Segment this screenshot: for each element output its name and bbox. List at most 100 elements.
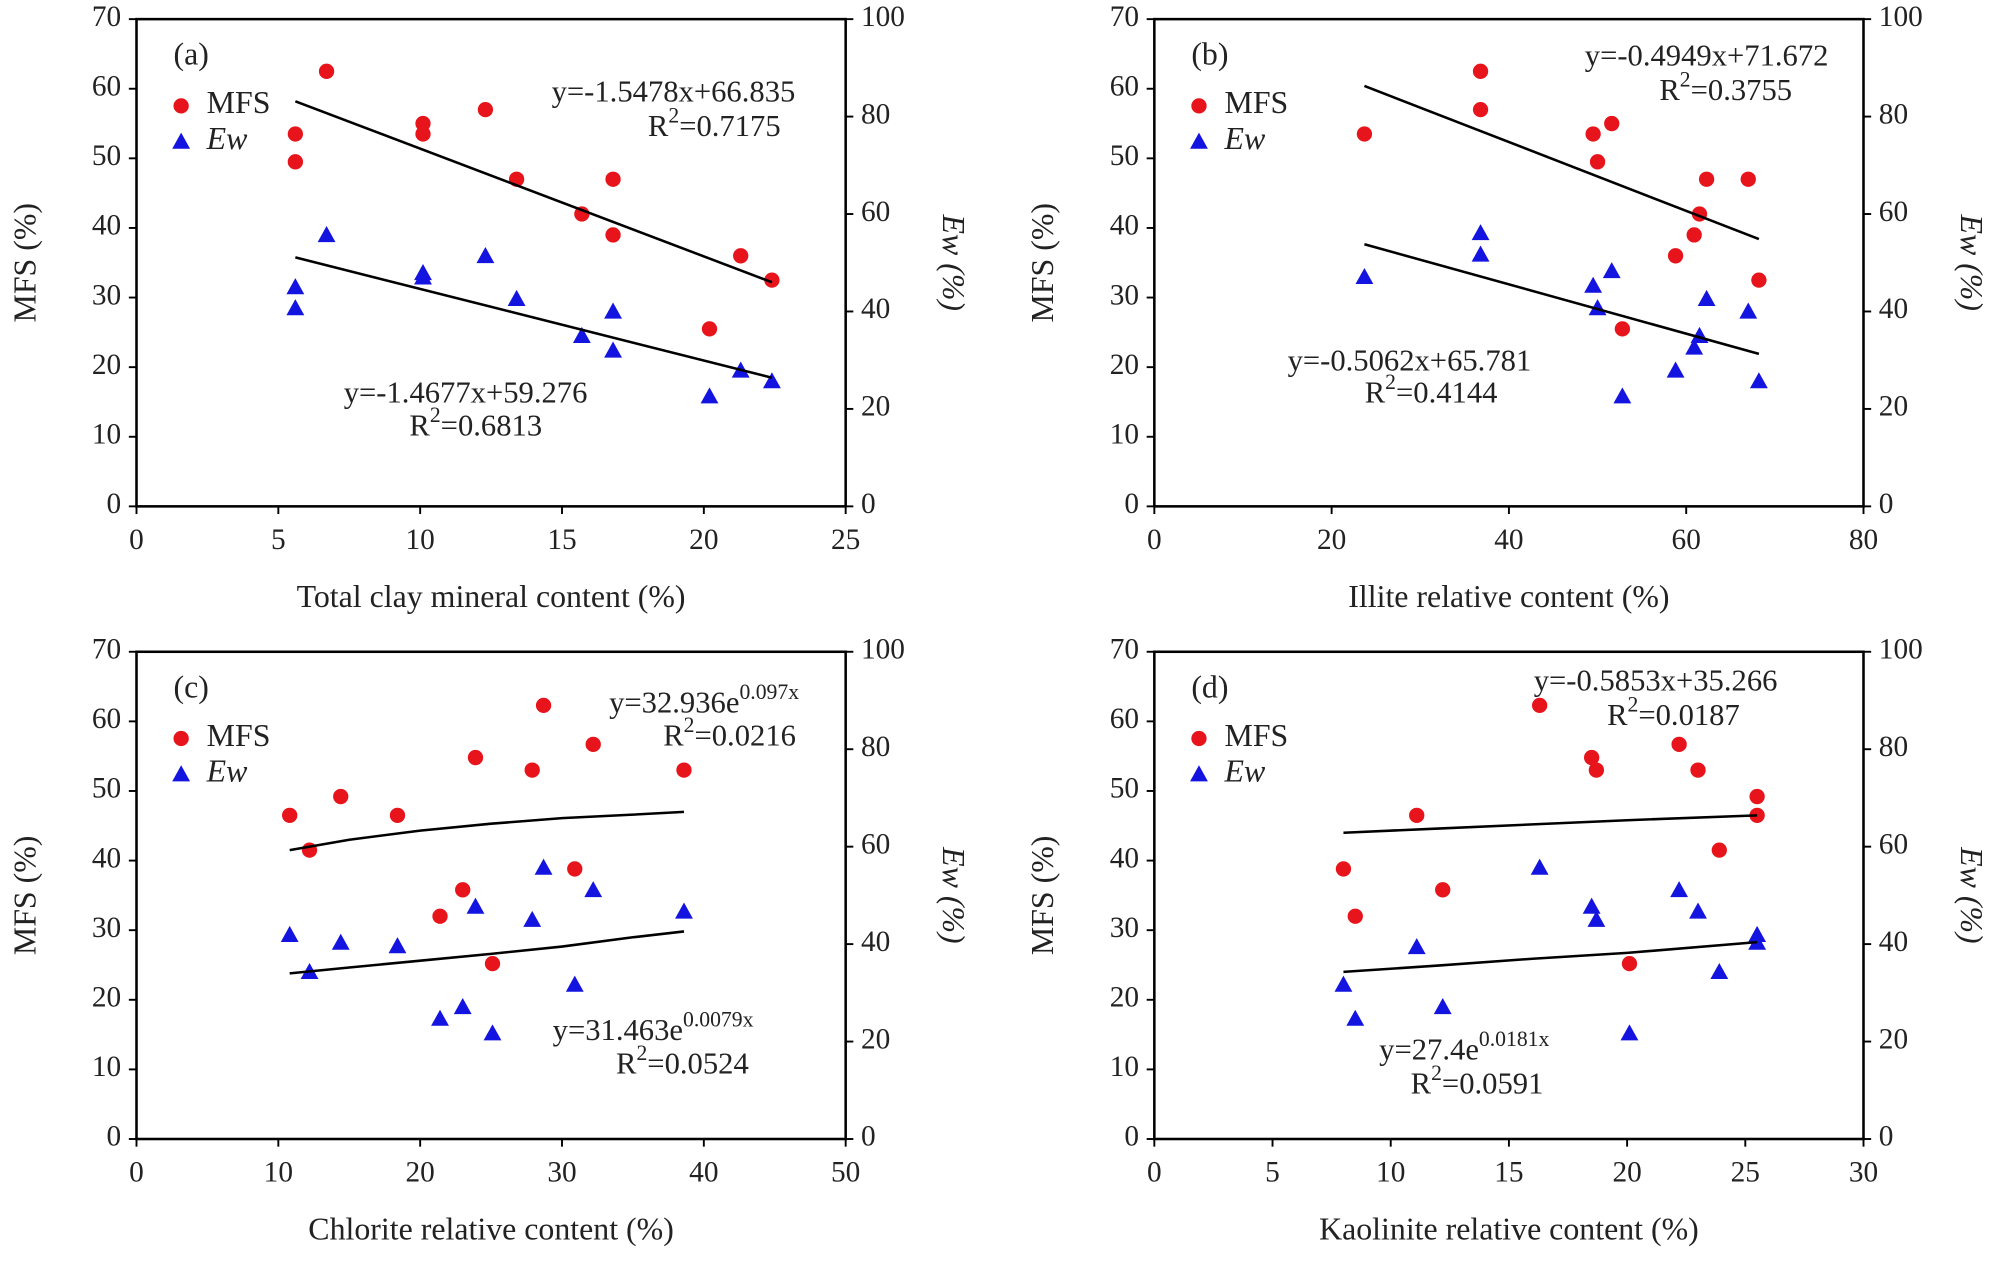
- triangle-marker: [172, 765, 191, 782]
- equation: y=27.4e0.0181x: [1379, 1027, 1549, 1067]
- superscript: 2: [1431, 1061, 1442, 1085]
- circle-marker: [1614, 321, 1631, 337]
- y2-tick-label: 60: [861, 828, 890, 860]
- y-tick-label: 50: [92, 140, 121, 172]
- superscript: 2: [1385, 370, 1396, 394]
- equation: R2=0.7175: [648, 103, 781, 143]
- trend-line: [1363, 84, 1760, 241]
- circle-marker: [585, 736, 601, 752]
- triangle-marker: [286, 278, 305, 295]
- equation-part: y=27.4e: [1379, 1032, 1479, 1066]
- y-tick-label: 10: [92, 1051, 121, 1083]
- triangle-marker: [1433, 998, 1452, 1015]
- x-tick-label: 15: [547, 524, 576, 556]
- triangle-marker: [1666, 361, 1685, 378]
- triangle-marker: [675, 902, 693, 919]
- circle-marker: [567, 861, 583, 877]
- triangle-marker: [331, 933, 350, 950]
- x-tick-label: 50: [831, 1156, 860, 1188]
- trend-line: [1343, 940, 1758, 974]
- triangle-marker: [1190, 765, 1208, 782]
- y2-tick-label: 20: [861, 1023, 890, 1055]
- circle-marker: [605, 171, 621, 187]
- circle-marker: [1191, 98, 1207, 114]
- equation-part: =0.6813: [441, 409, 542, 443]
- y-tick-label: 50: [1110, 773, 1139, 805]
- y2-tick-label: 20: [1879, 391, 1908, 423]
- equation-part: =0.7175: [679, 109, 780, 143]
- triangle-marker: [1748, 933, 1767, 950]
- circle-marker: [318, 63, 335, 79]
- triangle-marker: [1587, 910, 1606, 927]
- circle-marker: [524, 762, 540, 778]
- y-tick-label: 0: [107, 488, 122, 520]
- y2-tick-label: 40: [861, 293, 890, 325]
- y-tick-label: 70: [92, 634, 121, 666]
- circle-marker: [173, 730, 189, 747]
- x-tick-label: 80: [1849, 524, 1878, 556]
- x-tick-label: 20: [1317, 524, 1346, 556]
- legend-label: Ew: [1223, 121, 1265, 156]
- circle-marker: [676, 762, 692, 778]
- y-axis-label: MFS (%): [1025, 836, 1060, 956]
- y2-tick-label: 100: [861, 634, 905, 666]
- triangle-marker: [453, 998, 472, 1015]
- equation-part: R: [1659, 73, 1680, 107]
- triangle-marker: [1471, 224, 1490, 241]
- triangle-marker: [507, 289, 526, 306]
- triangle-marker: [1749, 372, 1768, 389]
- y-tick-label: 70: [1110, 1, 1139, 33]
- x-tick-label: 10: [1376, 1156, 1405, 1188]
- x-tick-label: 20: [689, 524, 718, 556]
- triangle-marker: [286, 299, 305, 316]
- legend-label: MFS: [207, 718, 271, 753]
- triangle-marker: [414, 268, 432, 285]
- circle-marker: [287, 126, 304, 142]
- circle-marker: [1740, 171, 1756, 187]
- circle-marker: [1667, 248, 1684, 264]
- y2-tick-label: 80: [1879, 98, 1908, 130]
- circle-marker: [432, 908, 448, 924]
- equation-part: =0.4144: [1396, 375, 1497, 409]
- equation: y=-0.5853x+35.266: [1534, 664, 1778, 698]
- circle-marker: [484, 955, 501, 972]
- triangle-marker: [280, 925, 299, 942]
- circle-marker: [173, 98, 189, 114]
- legend-label: MFS: [1224, 85, 1288, 120]
- x-axis-label: Illite relative content (%): [1348, 579, 1669, 614]
- x-tick-label: 0: [1147, 1156, 1162, 1188]
- equation: y=-1.4677x+59.276: [344, 375, 588, 409]
- y-tick-label: 20: [1110, 982, 1139, 1014]
- triangle-marker: [1620, 1024, 1639, 1041]
- y-tick-label: 40: [92, 210, 121, 242]
- superscript: 2: [1628, 693, 1639, 717]
- y2-tick-label: 60: [861, 196, 890, 228]
- triangle-marker: [604, 341, 622, 358]
- circle-marker: [605, 227, 621, 243]
- y-tick-label: 20: [1110, 349, 1139, 381]
- equation: y=-0.5062x+65.781: [1288, 344, 1532, 378]
- triangle-marker: [1471, 245, 1490, 262]
- y-tick-label: 70: [1110, 634, 1139, 666]
- equation: y=32.936e0.097x: [609, 680, 799, 720]
- equation-part: R: [648, 109, 669, 143]
- panel-label: (c): [173, 669, 208, 704]
- y-tick-label: 0: [1124, 488, 1139, 520]
- y2-tick-label: 0: [861, 1121, 876, 1153]
- panel-label: (b): [1191, 37, 1228, 72]
- trend-line: [1364, 243, 1760, 356]
- y2-tick-label: 80: [861, 731, 890, 763]
- triangle-marker: [700, 387, 719, 404]
- triangle-marker: [172, 132, 191, 149]
- x-tick-label: 15: [1494, 1156, 1523, 1188]
- legend-label: Ew: [1223, 754, 1265, 789]
- circle-marker: [1335, 861, 1352, 877]
- triangle-marker: [388, 937, 407, 954]
- y-tick-label: 50: [1110, 140, 1139, 172]
- y2-tick-label: 40: [861, 926, 890, 958]
- equation-part: R: [663, 719, 684, 753]
- y2-tick-label: 20: [1879, 1023, 1908, 1055]
- x-tick-label: 30: [1849, 1156, 1878, 1188]
- superscript: 0.0181x: [1479, 1027, 1550, 1051]
- triangle-marker: [1710, 962, 1729, 980]
